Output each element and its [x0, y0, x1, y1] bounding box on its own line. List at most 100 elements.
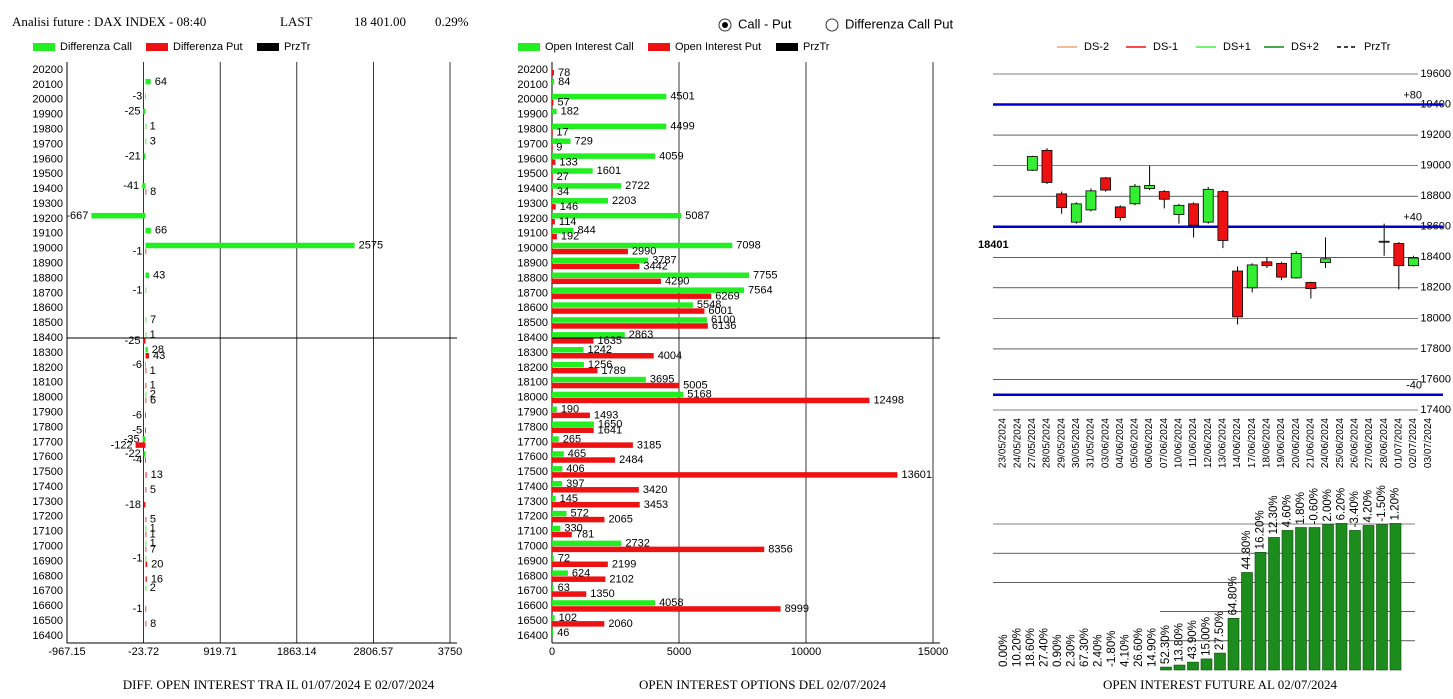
data-label: 5548: [697, 299, 721, 311]
data-label: 133: [559, 156, 577, 168]
data-label: 6100: [711, 314, 735, 326]
data-label: 1256: [588, 359, 612, 371]
data-label: 28: [152, 344, 164, 356]
bar: [1349, 530, 1361, 671]
last-price-label: 18401: [978, 239, 1009, 251]
x-tick-label: 14/06/2024: [1232, 418, 1243, 468]
bar: [552, 153, 656, 159]
y-tick-label: 19500: [517, 168, 548, 180]
radio[interactable]: [825, 18, 839, 32]
bar: [145, 621, 147, 627]
bar: [145, 606, 147, 612]
bar-label: 2.30%: [1066, 634, 1078, 667]
bar: [1241, 572, 1253, 671]
bar: [552, 540, 622, 547]
bar: [1322, 524, 1334, 671]
y-tick-label: 19600: [517, 153, 548, 165]
y-tick-label: 16800: [517, 570, 548, 582]
bar-label: 1.20%: [1390, 488, 1402, 521]
data-label: 2990: [632, 246, 656, 258]
bar-label: 15.00%: [1201, 617, 1213, 656]
bar: [1254, 552, 1267, 671]
candle-body: [1085, 190, 1097, 211]
y-tick-label: 19800: [32, 123, 63, 135]
data-label: 5: [150, 514, 156, 526]
y-tick-label: 19100: [517, 228, 548, 240]
bar-label: 16.20%: [1255, 510, 1267, 549]
y-tick-label: 19400: [32, 183, 63, 195]
bar: [552, 212, 682, 219]
y-tick-label: 18200: [32, 362, 63, 374]
x-tick-label: 21/06/2024: [1306, 418, 1317, 468]
data-label: 397: [566, 478, 584, 490]
y-tick-label: 17800: [32, 421, 63, 433]
bar-label: 44.80%: [1241, 530, 1253, 569]
bar: [552, 272, 749, 279]
y-tick-label: 19900: [32, 109, 63, 121]
radio-diff[interactable]: Differenza Call Put: [825, 16, 954, 32]
radio-label: Call - Put: [738, 16, 792, 31]
data-label: 66: [155, 225, 167, 237]
data-label: 5087: [685, 210, 709, 222]
bar-label: 43.90%: [1187, 620, 1199, 659]
bar: [552, 129, 553, 136]
bar: [552, 198, 608, 204]
x-tick-label: 18/06/2024: [1262, 418, 1273, 468]
bar-label: 26.60%: [1133, 628, 1145, 667]
legend-label: DS-2: [1084, 41, 1109, 53]
bar-label: -3.40%: [1349, 491, 1361, 527]
data-label: -41: [123, 180, 139, 192]
y-tick-label: 18400: [517, 332, 548, 344]
bar: [552, 108, 557, 115]
bar: [1214, 652, 1226, 671]
data-label: 3442: [643, 261, 667, 273]
data-label: 1: [150, 538, 156, 550]
x-tick-label: 27/06/2024: [1364, 418, 1375, 468]
x-tick-label: 25/06/2024: [1335, 418, 1346, 468]
bar: [145, 138, 147, 144]
data-label: -1: [133, 284, 143, 296]
bar: [1376, 524, 1388, 671]
y-tick-label: 16900: [517, 555, 548, 567]
y-tick-label: 18900: [32, 258, 63, 270]
bar: [1362, 525, 1375, 671]
bar: [145, 427, 146, 433]
bar: [1308, 527, 1321, 671]
candle-body: [1261, 261, 1273, 267]
bar: [552, 361, 584, 368]
data-label: 4290: [665, 275, 689, 287]
x-tick-label: 11/06/2024: [1188, 418, 1199, 468]
y-tick-label: 16500: [517, 615, 548, 627]
candle-body: [1026, 156, 1038, 171]
bar: [1335, 523, 1348, 671]
bar: [144, 501, 146, 508]
data-label: 7: [150, 314, 156, 326]
data-label: 2199: [612, 558, 636, 570]
data-label: 1601: [597, 165, 621, 177]
bar-label: 2.00%: [1322, 489, 1334, 522]
candle-body: [1202, 188, 1214, 223]
y-tick-label: 16600: [32, 600, 63, 612]
x-tick-label: 28/06/2024: [1379, 418, 1390, 468]
radio-call-put[interactable]: Call - Put: [718, 16, 792, 32]
radio-dot: [722, 22, 728, 28]
bar: [145, 457, 147, 463]
bar: [145, 382, 147, 389]
data-label: -22: [125, 448, 141, 460]
data-label: 4501: [670, 91, 694, 103]
bar: [552, 525, 561, 532]
candle-body: [1408, 257, 1419, 267]
bar-label: 6.20%: [1336, 488, 1348, 521]
bar: [552, 466, 563, 472]
legend-label: Open Interest Call: [545, 41, 634, 53]
data-label: -4: [132, 454, 142, 466]
data-label: 2203: [612, 195, 636, 207]
bar-label: 0.00%: [998, 634, 1010, 667]
data-label: 265: [563, 433, 581, 445]
data-label: 1: [150, 380, 156, 392]
x-tick-label: 31/05/2024: [1086, 418, 1097, 468]
bar: [552, 585, 554, 591]
y-tick-label: 17900: [517, 406, 548, 418]
bar: [552, 555, 554, 562]
level-label: +80: [1403, 89, 1422, 101]
